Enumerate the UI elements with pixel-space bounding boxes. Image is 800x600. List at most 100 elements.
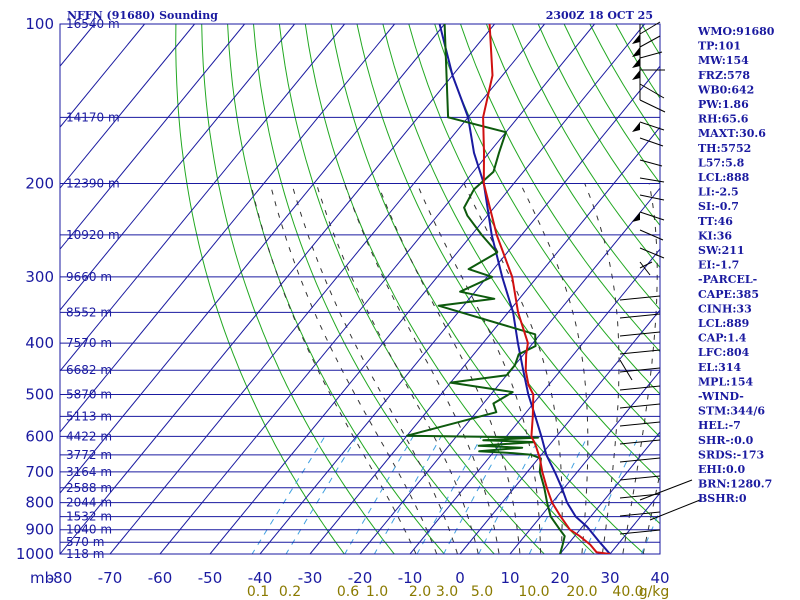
index-row: BRN:1280.7 bbox=[698, 478, 772, 491]
index-row: -PARCEL- bbox=[698, 273, 757, 286]
wind-barb bbox=[619, 421, 661, 427]
dry-adiabat bbox=[330, 24, 646, 554]
mixing-ratio-label: 2.0 bbox=[409, 584, 431, 600]
wind-barbs bbox=[619, 21, 701, 535]
temperature-tick-label: -70 bbox=[98, 569, 123, 587]
wind-barb bbox=[639, 177, 665, 183]
wind-barb bbox=[619, 313, 661, 319]
index-row: -WIND- bbox=[698, 390, 744, 403]
index-row: LI:-2.5 bbox=[698, 186, 739, 199]
index-row: SI:-0.7 bbox=[698, 200, 739, 213]
index-row: WB0:642 bbox=[697, 83, 754, 96]
index-row: WMO:91680 bbox=[697, 25, 775, 38]
height-label: 8552 m bbox=[66, 305, 112, 319]
height-label: 6682 m bbox=[66, 363, 112, 377]
height-label: 1040 m bbox=[66, 523, 112, 537]
mixing-ratio-line bbox=[640, 509, 660, 554]
wind-barb bbox=[619, 475, 661, 481]
pressure-tick-label: 500 bbox=[25, 385, 54, 403]
moist-adiabat bbox=[519, 183, 589, 554]
height-label: 10920 m bbox=[66, 228, 120, 242]
temperature-tick-label: -50 bbox=[198, 569, 223, 587]
wind-barb bbox=[619, 439, 661, 445]
mixing-ratio-line bbox=[251, 436, 326, 554]
index-row: SHR-:0.0 bbox=[698, 434, 754, 447]
wind-barb-flag bbox=[632, 122, 640, 132]
dewpoint-profile-line bbox=[406, 24, 566, 554]
thermo-background bbox=[60, 24, 660, 554]
height-label: 3772 m bbox=[66, 448, 112, 462]
index-row: CINH:33 bbox=[698, 302, 752, 315]
index-row: L57:5.8 bbox=[698, 156, 745, 169]
wind-barb bbox=[619, 403, 661, 409]
isotherm-line bbox=[409, 248, 660, 554]
wind-barb bbox=[619, 349, 661, 355]
temperature-tick-label: -20 bbox=[348, 569, 373, 587]
mixing-ratio-line bbox=[344, 436, 414, 554]
mixing-ratio-label: 3.0 bbox=[436, 584, 458, 600]
moist-adiabat bbox=[416, 183, 542, 554]
parcel-profile-line bbox=[438, 24, 611, 554]
wind-barb bbox=[639, 137, 664, 147]
pressure-tick-label: 800 bbox=[25, 494, 54, 512]
wind-barb bbox=[619, 331, 661, 337]
wind-barb bbox=[619, 295, 661, 301]
temperature-tick-label: -10 bbox=[398, 569, 423, 587]
mixing-ratio-label: 0.1 bbox=[247, 584, 269, 600]
pressure-unit-label: mb bbox=[30, 569, 54, 587]
temperature-tick-label: 0 bbox=[455, 569, 465, 587]
moist-adiabat bbox=[344, 183, 500, 554]
mixing-ratio-line bbox=[443, 436, 508, 554]
wind-barb bbox=[639, 121, 665, 131]
height-label: 5113 m bbox=[66, 409, 112, 423]
temperature-tick-label: -30 bbox=[298, 569, 323, 587]
moist-adiabat bbox=[250, 183, 417, 554]
index-row: MAXT:30.6 bbox=[698, 127, 766, 140]
pressure-tick-label: 700 bbox=[25, 463, 54, 481]
isotherm-line bbox=[359, 187, 660, 554]
mixing-ratio-line bbox=[285, 436, 358, 554]
isotherm-line bbox=[559, 431, 660, 554]
mixing-ratio-label: g/kg bbox=[639, 584, 670, 600]
wind-barb bbox=[639, 194, 665, 201]
wind-barb-flag bbox=[632, 212, 640, 222]
wind-barb-flag bbox=[632, 34, 640, 44]
pressure-tick-label: 200 bbox=[25, 175, 54, 193]
pressure-tick-label: 100 bbox=[25, 15, 54, 33]
index-row: LFC:804 bbox=[698, 346, 750, 359]
index-row: EL:314 bbox=[698, 361, 741, 374]
chart-title: NFFN (91680) Sounding bbox=[67, 9, 218, 22]
temperature-tick-label: 30 bbox=[600, 569, 619, 587]
isotherm-line bbox=[209, 24, 645, 554]
isotherm-line bbox=[60, 24, 345, 372]
height-label: 4422 m bbox=[66, 429, 112, 443]
wind-barb-flag bbox=[632, 47, 640, 57]
wind-barb bbox=[649, 499, 701, 521]
mixing-ratio-label: 1.0 bbox=[366, 584, 388, 600]
dry-adiabat bbox=[252, 24, 495, 554]
wind-barb bbox=[619, 359, 633, 381]
wind-barb bbox=[619, 511, 661, 517]
wind-barb bbox=[639, 159, 663, 167]
isotherm-line bbox=[509, 370, 660, 554]
mixing-ratio-label: 0.2 bbox=[279, 584, 301, 600]
height-label: 570 m bbox=[66, 535, 104, 549]
moist-adiabat bbox=[584, 183, 620, 554]
temperature-profile-line bbox=[482, 24, 611, 554]
mixing-ratio-line bbox=[478, 436, 541, 554]
index-row: LCL:888 bbox=[698, 171, 750, 184]
height-label: 5870 m bbox=[66, 387, 112, 401]
plot-frame bbox=[59, 23, 661, 555]
height-label: 3164 m bbox=[66, 465, 112, 479]
wind-barb bbox=[639, 229, 664, 241]
height-label: 7570 m bbox=[66, 336, 112, 350]
index-row: TT:46 bbox=[698, 215, 733, 228]
wind-barb bbox=[639, 51, 663, 59]
moist-adiabat bbox=[269, 183, 438, 554]
index-row: FRZ:578 bbox=[698, 69, 750, 82]
mixing-ratio-label: 10.0 bbox=[518, 584, 549, 600]
isotherm-line bbox=[60, 24, 145, 128]
chart-datetime: 2300Z 18 OCT 25 bbox=[546, 9, 653, 22]
isotherm-line bbox=[259, 65, 660, 554]
